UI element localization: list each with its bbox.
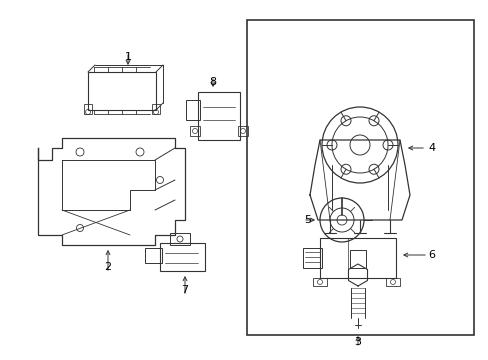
Bar: [312, 278, 326, 286]
Text: 5: 5: [304, 215, 311, 225]
Bar: [303, 248, 321, 268]
Bar: [84, 104, 92, 114]
Bar: [319, 238, 395, 278]
Text: 4: 4: [427, 143, 435, 153]
Bar: [190, 126, 200, 136]
Bar: [349, 250, 365, 268]
Bar: [385, 278, 399, 286]
Text: 7: 7: [181, 285, 188, 295]
Text: 8: 8: [209, 77, 216, 87]
Bar: [145, 248, 162, 263]
Bar: [238, 126, 247, 136]
Bar: [170, 233, 190, 245]
Bar: [198, 92, 240, 140]
Text: 3: 3: [354, 337, 361, 347]
Bar: [246, 20, 473, 335]
Bar: [152, 104, 160, 114]
Text: 6: 6: [427, 250, 435, 260]
Bar: [88, 72, 156, 110]
Text: 1: 1: [124, 52, 131, 62]
Text: 2: 2: [104, 262, 111, 272]
Bar: [160, 243, 204, 271]
Bar: [185, 100, 200, 120]
